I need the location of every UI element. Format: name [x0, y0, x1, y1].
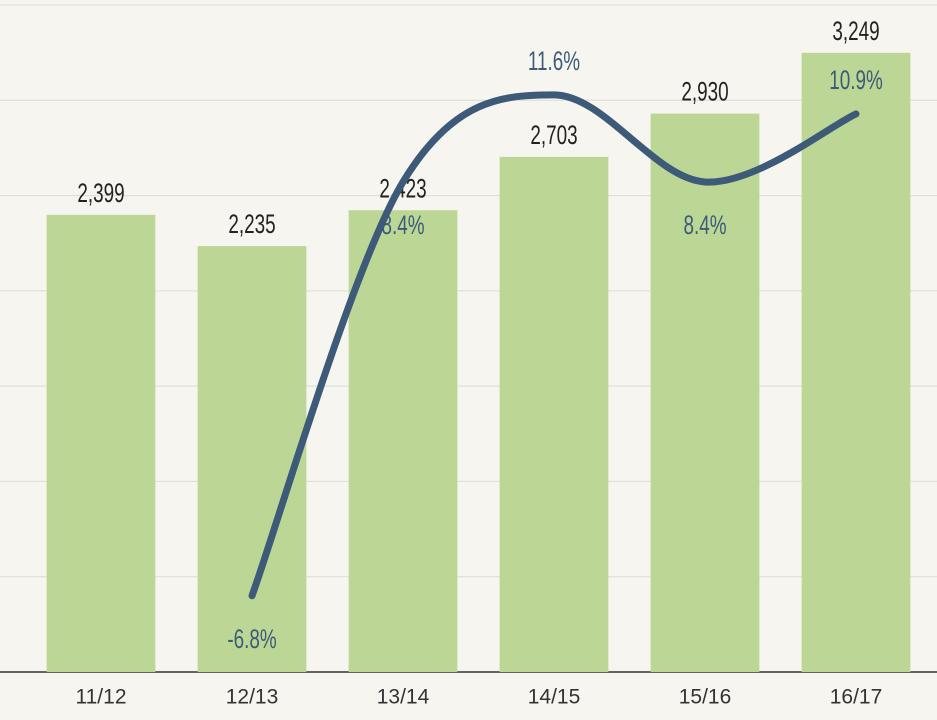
- bar-value-label: 2,399: [77, 178, 124, 208]
- bar: [46, 214, 156, 672]
- x-tick-label: 15/16: [679, 686, 732, 709]
- bar-value-label: 2,930: [681, 76, 728, 106]
- bar-value-label: 2,703: [530, 120, 577, 150]
- bar: [499, 156, 609, 672]
- x-tick-label: 14/15: [528, 686, 581, 709]
- line-value-label: -6.8%: [227, 624, 276, 654]
- bar: [197, 246, 307, 672]
- bar-value-label: 3,249: [832, 16, 879, 46]
- bar: [650, 113, 760, 672]
- x-tick-label: 13/14: [377, 686, 430, 709]
- x-tick-label: 12/13: [226, 686, 279, 709]
- line-value-label: 11.6%: [528, 46, 580, 76]
- line-value-label: 8.4%: [683, 210, 726, 240]
- growth-line: [248, 91, 860, 600]
- bar: [348, 210, 458, 672]
- line-value-label: 8.4%: [381, 210, 424, 240]
- bar: [801, 52, 911, 672]
- x-tick-label: 11/12: [76, 686, 127, 709]
- line-value-label: 10.9%: [829, 65, 883, 95]
- bar-value-label: 2,235: [228, 209, 275, 239]
- x-tick-label: 16/17: [830, 686, 883, 709]
